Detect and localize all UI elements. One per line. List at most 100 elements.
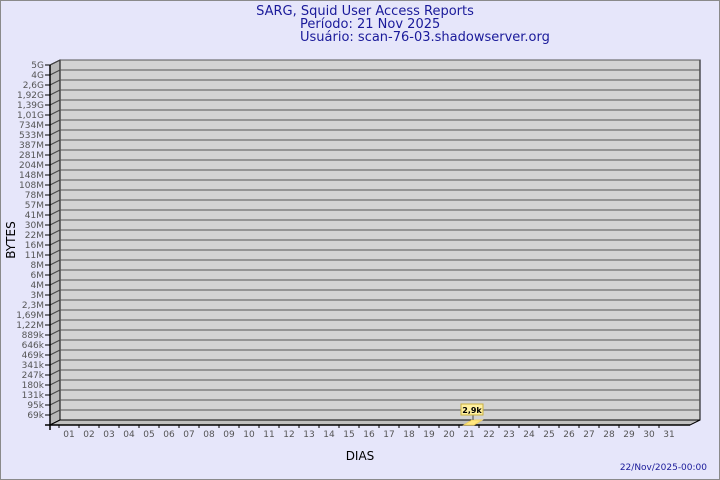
y-grid-diagonal <box>49 139 61 146</box>
y-grid-diagonal <box>49 199 61 206</box>
x-tick-label: 17 <box>383 430 394 440</box>
y-grid-diagonal <box>49 399 61 406</box>
x-tick-label: 31 <box>663 430 674 440</box>
y-grid-diagonal <box>49 389 61 396</box>
y-tick-label: 889k <box>22 331 45 341</box>
generated-timestamp: 22/Nov/2025-00:00 <box>620 463 707 473</box>
y-grid-diagonal <box>49 169 61 176</box>
data-label: 2,9k <box>462 406 482 415</box>
y-tick-label: 16M <box>25 241 44 251</box>
y-grid-diagonal <box>49 279 61 286</box>
y-tick-label: 8M <box>31 261 45 271</box>
y-tick-label: 3M <box>31 291 45 301</box>
x-tick-label: 04 <box>123 430 135 440</box>
x-tick-label: 13 <box>303 430 314 440</box>
y-grid-diagonal <box>49 149 61 156</box>
y-tick-label: 57M <box>25 201 44 211</box>
x-tick-label: 16 <box>363 430 375 440</box>
y-tick-label: 1,39G <box>17 101 44 111</box>
y-grid-diagonal <box>49 109 61 116</box>
x-tick-label: 23 <box>503 430 514 440</box>
y-grid-diagonal <box>49 209 61 216</box>
y-tick-label: 11M <box>25 251 44 261</box>
x-tick-label: 03 <box>103 430 114 440</box>
y-grid-diagonal <box>49 289 61 296</box>
x-tick-label: 02 <box>83 430 94 440</box>
x-tick-label: 08 <box>203 430 215 440</box>
y-tick-label: 341k <box>22 361 45 371</box>
y-tick-label: 387M <box>19 141 44 151</box>
y-grid-diagonal <box>49 159 61 166</box>
x-tick-label: 12 <box>283 430 294 440</box>
x-tick-label: 29 <box>623 430 635 440</box>
x-tick-label: 30 <box>643 430 655 440</box>
bar-day-21 <box>462 419 484 426</box>
x-tick-label: 06 <box>163 430 175 440</box>
y-grid-diagonal <box>49 239 61 246</box>
x-tick-label: 09 <box>223 430 235 440</box>
y-tick-label: 180k <box>22 381 45 391</box>
x-tick-label: 21 <box>463 430 474 440</box>
x-tick-label: 19 <box>423 430 435 440</box>
y-tick-label: 281M <box>19 151 44 161</box>
y-grid-diagonal <box>49 359 61 366</box>
x-tick-label: 28 <box>603 430 615 440</box>
y-tick-label: 469k <box>22 351 45 361</box>
y-tick-label: 78M <box>25 191 44 201</box>
y-grid-diagonal <box>49 129 61 136</box>
y-grid-diagonal <box>49 69 61 76</box>
y-tick-label: 1,69M <box>16 311 44 321</box>
y-tick-label: 22M <box>25 231 44 241</box>
x-tick-label: 01 <box>63 430 74 440</box>
y-tick-label: 4M <box>31 281 45 291</box>
y-grid-diagonal <box>49 59 61 66</box>
y-grid-diagonal <box>49 369 61 376</box>
y-grid-diagonal <box>49 119 61 126</box>
chart-title: SARG, Squid User Access Reports <box>256 4 474 19</box>
y-tick-label: 247k <box>22 371 45 381</box>
y-tick-label: 4G <box>31 71 44 81</box>
y-grid-diagonal <box>49 409 61 416</box>
y-tick-label: 1,92G <box>17 91 44 101</box>
x-tick-label: 24 <box>523 430 535 440</box>
x-tick-label: 07 <box>183 430 194 440</box>
x-tick-label: 15 <box>343 430 354 440</box>
y-grid-diagonal <box>49 299 61 306</box>
y-tick-label: 148M <box>19 171 44 181</box>
x-tick-label: 14 <box>323 430 335 440</box>
x-tick-label: 18 <box>403 430 415 440</box>
y-tick-label: 646k <box>22 341 45 351</box>
y-grid-diagonal <box>49 259 61 266</box>
y-tick-label: 41M <box>25 211 44 221</box>
y-grid-diagonal <box>49 219 61 226</box>
y-grid-diagonal <box>49 189 61 196</box>
y-tick-label: 533M <box>19 131 44 141</box>
user-label: Usuário: scan-76-03.shadowserver.org <box>300 30 550 45</box>
data-label-box <box>460 403 484 416</box>
x-axis-label: DIAS <box>346 449 375 463</box>
y-grid-diagonal <box>49 79 61 86</box>
y-tick-label: 108M <box>19 181 44 191</box>
y-tick-label: 734M <box>19 121 44 131</box>
x-tick-label: 10 <box>243 430 255 440</box>
x-tick-label: 27 <box>583 430 594 440</box>
y-grid-diagonal <box>49 99 61 106</box>
y-grid-diagonal <box>49 269 61 276</box>
x-tick-label: 20 <box>443 430 455 440</box>
y-tick-label: 1,01G <box>17 111 44 121</box>
y-tick-label: 2,3M <box>22 301 44 311</box>
y-tick-label: 204M <box>19 161 44 171</box>
x-tick-label: 11 <box>263 430 274 440</box>
y-tick-label: 30M <box>25 221 44 231</box>
period-label: Período: 21 Nov 2025 <box>300 17 440 32</box>
y-grid-diagonal <box>49 329 61 336</box>
y-tick-label: 2,6G <box>23 81 44 91</box>
y-tick-label: 6M <box>31 271 45 281</box>
y-grid-diagonal <box>49 229 61 236</box>
y-grid-diagonal <box>49 379 61 386</box>
y-grid-diagonal <box>49 89 61 96</box>
y-grid-diagonal <box>49 309 61 316</box>
y-tick-label: 95k <box>27 401 44 411</box>
y-tick-label: 131k <box>22 391 45 401</box>
